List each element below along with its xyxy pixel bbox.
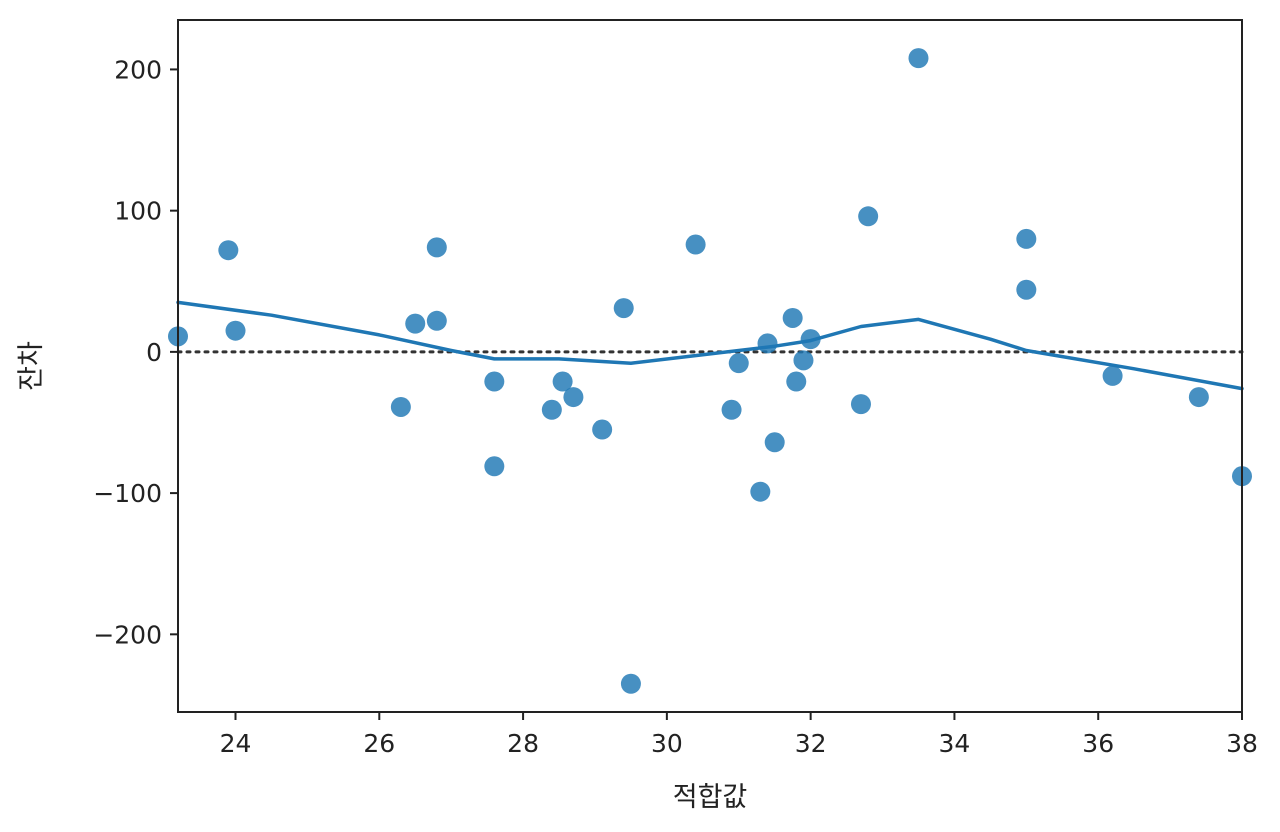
plot-area bbox=[178, 20, 1242, 712]
data-point bbox=[685, 234, 706, 255]
y-tick-label: −200 bbox=[93, 620, 162, 649]
data-point bbox=[563, 387, 584, 408]
data-point bbox=[793, 350, 814, 371]
data-point bbox=[721, 399, 742, 420]
data-point bbox=[786, 371, 807, 392]
x-tick-label: 26 bbox=[363, 729, 395, 758]
y-axis-ticks: 200 100 0 −100 −200 bbox=[93, 55, 178, 649]
x-tick-label: 28 bbox=[507, 729, 539, 758]
data-point bbox=[225, 320, 246, 341]
data-point bbox=[484, 456, 505, 477]
data-point bbox=[1016, 279, 1037, 300]
data-point bbox=[405, 313, 426, 334]
data-point bbox=[1102, 365, 1123, 386]
data-point bbox=[620, 673, 641, 694]
x-tick-label: 34 bbox=[939, 729, 971, 758]
data-point bbox=[757, 333, 778, 354]
data-point bbox=[782, 307, 803, 328]
x-tick-label: 32 bbox=[795, 729, 827, 758]
x-tick-label: 36 bbox=[1082, 729, 1114, 758]
data-point bbox=[426, 237, 447, 258]
data-point bbox=[858, 206, 879, 227]
x-axis-title: 적합값 bbox=[673, 782, 748, 813]
x-tick-label: 30 bbox=[651, 729, 683, 758]
smooth-line-layer bbox=[176, 300, 1244, 391]
data-point bbox=[728, 353, 749, 374]
data-point bbox=[426, 310, 447, 331]
y-tick-label: 200 bbox=[114, 55, 162, 84]
data-point bbox=[764, 432, 785, 453]
data-point bbox=[750, 481, 771, 502]
x-tick-label: 38 bbox=[1226, 729, 1258, 758]
data-point bbox=[800, 329, 821, 350]
x-axis-ticks: 24 26 28 30 32 34 36 38 bbox=[220, 712, 1258, 758]
data-point bbox=[592, 419, 613, 440]
data-point bbox=[218, 240, 239, 261]
y-tick-label: 0 bbox=[146, 338, 162, 367]
y-tick-label: −100 bbox=[93, 479, 162, 508]
data-point bbox=[850, 394, 871, 415]
data-point bbox=[390, 396, 411, 417]
plot-frame bbox=[177, 19, 1243, 713]
data-point bbox=[1016, 228, 1037, 249]
data-point bbox=[1188, 387, 1209, 408]
data-point bbox=[484, 371, 505, 392]
data-points-layer bbox=[168, 48, 1252, 694]
y-axis-title: 잔차 bbox=[16, 341, 47, 391]
data-point bbox=[613, 298, 634, 319]
data-point bbox=[552, 371, 573, 392]
data-point bbox=[908, 48, 929, 69]
smooth-trend-line bbox=[176, 300, 1244, 391]
y-tick-label: 100 bbox=[114, 197, 162, 226]
x-tick-label: 24 bbox=[220, 729, 252, 758]
data-point bbox=[541, 399, 562, 420]
